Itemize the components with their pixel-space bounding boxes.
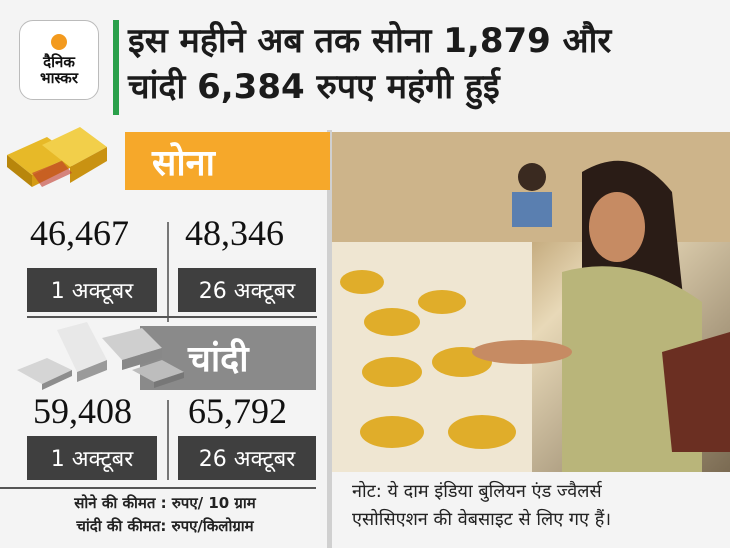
gold-unit-note: सोने की कीमत : रुपए/ 10 ग्राम (74, 494, 256, 512)
column-divider (327, 130, 332, 548)
gold-bars-icon (7, 127, 107, 187)
jewellery-shop-photo (332, 132, 730, 472)
gold-date-oct1: 1 अक्टूबर (27, 268, 157, 312)
silver-unit-note: चांदी की कीमत: रुपए/किलोग्राम (76, 517, 254, 535)
silver-mid-divider (167, 400, 169, 480)
gold-price-oct26: 48,346 (185, 213, 284, 253)
photo-illustration (332, 132, 730, 472)
source-note-line2: एसोसिएशन की वेबसाइट से लिए गए हैं। (352, 509, 612, 530)
silver-label: चांदी (188, 339, 249, 380)
silver-price-oct1: 59,408 (33, 391, 132, 431)
silver-bars-icon (17, 322, 184, 390)
silver-date-oct1: 1 अक्टूबर (27, 436, 157, 480)
headline-accent-bar (113, 20, 119, 115)
dainik-bhaskar-logo: दैनिक भास्कर (19, 20, 99, 100)
logo-text-line2: भास्कर (40, 69, 78, 87)
sun-icon (51, 34, 67, 50)
headline-line1: इस महीने अब तक सोना 1,879 और (128, 21, 612, 61)
gold-band (125, 132, 330, 190)
silver-price-oct26: 65,792 (188, 391, 287, 431)
gold-bottom-rule (27, 316, 317, 318)
gold-mid-divider (167, 222, 169, 322)
headline-line2: चांदी 6,384 रुपए महंगी हुई (128, 67, 500, 107)
source-note-line1: नोट: ये दाम इंडिया बुलियन एंड ज्वैलर्स (352, 481, 602, 502)
logo-text-line1: दैनिक (43, 53, 75, 71)
gold-date-oct26: 26 अक्टूबर (178, 268, 316, 312)
headline: इस महीने अब तक सोना 1,879 और चांदी 6,384… (128, 18, 611, 110)
source-note: नोट: ये दाम इंडिया बुलियन एंड ज्वैलर्स ए… (352, 478, 722, 534)
silver-date-oct26: 26 अक्टूबर (178, 436, 316, 480)
gold-price-oct1: 46,467 (30, 213, 129, 253)
gold-label: सोना (152, 143, 215, 184)
silver-bottom-rule (0, 487, 316, 489)
